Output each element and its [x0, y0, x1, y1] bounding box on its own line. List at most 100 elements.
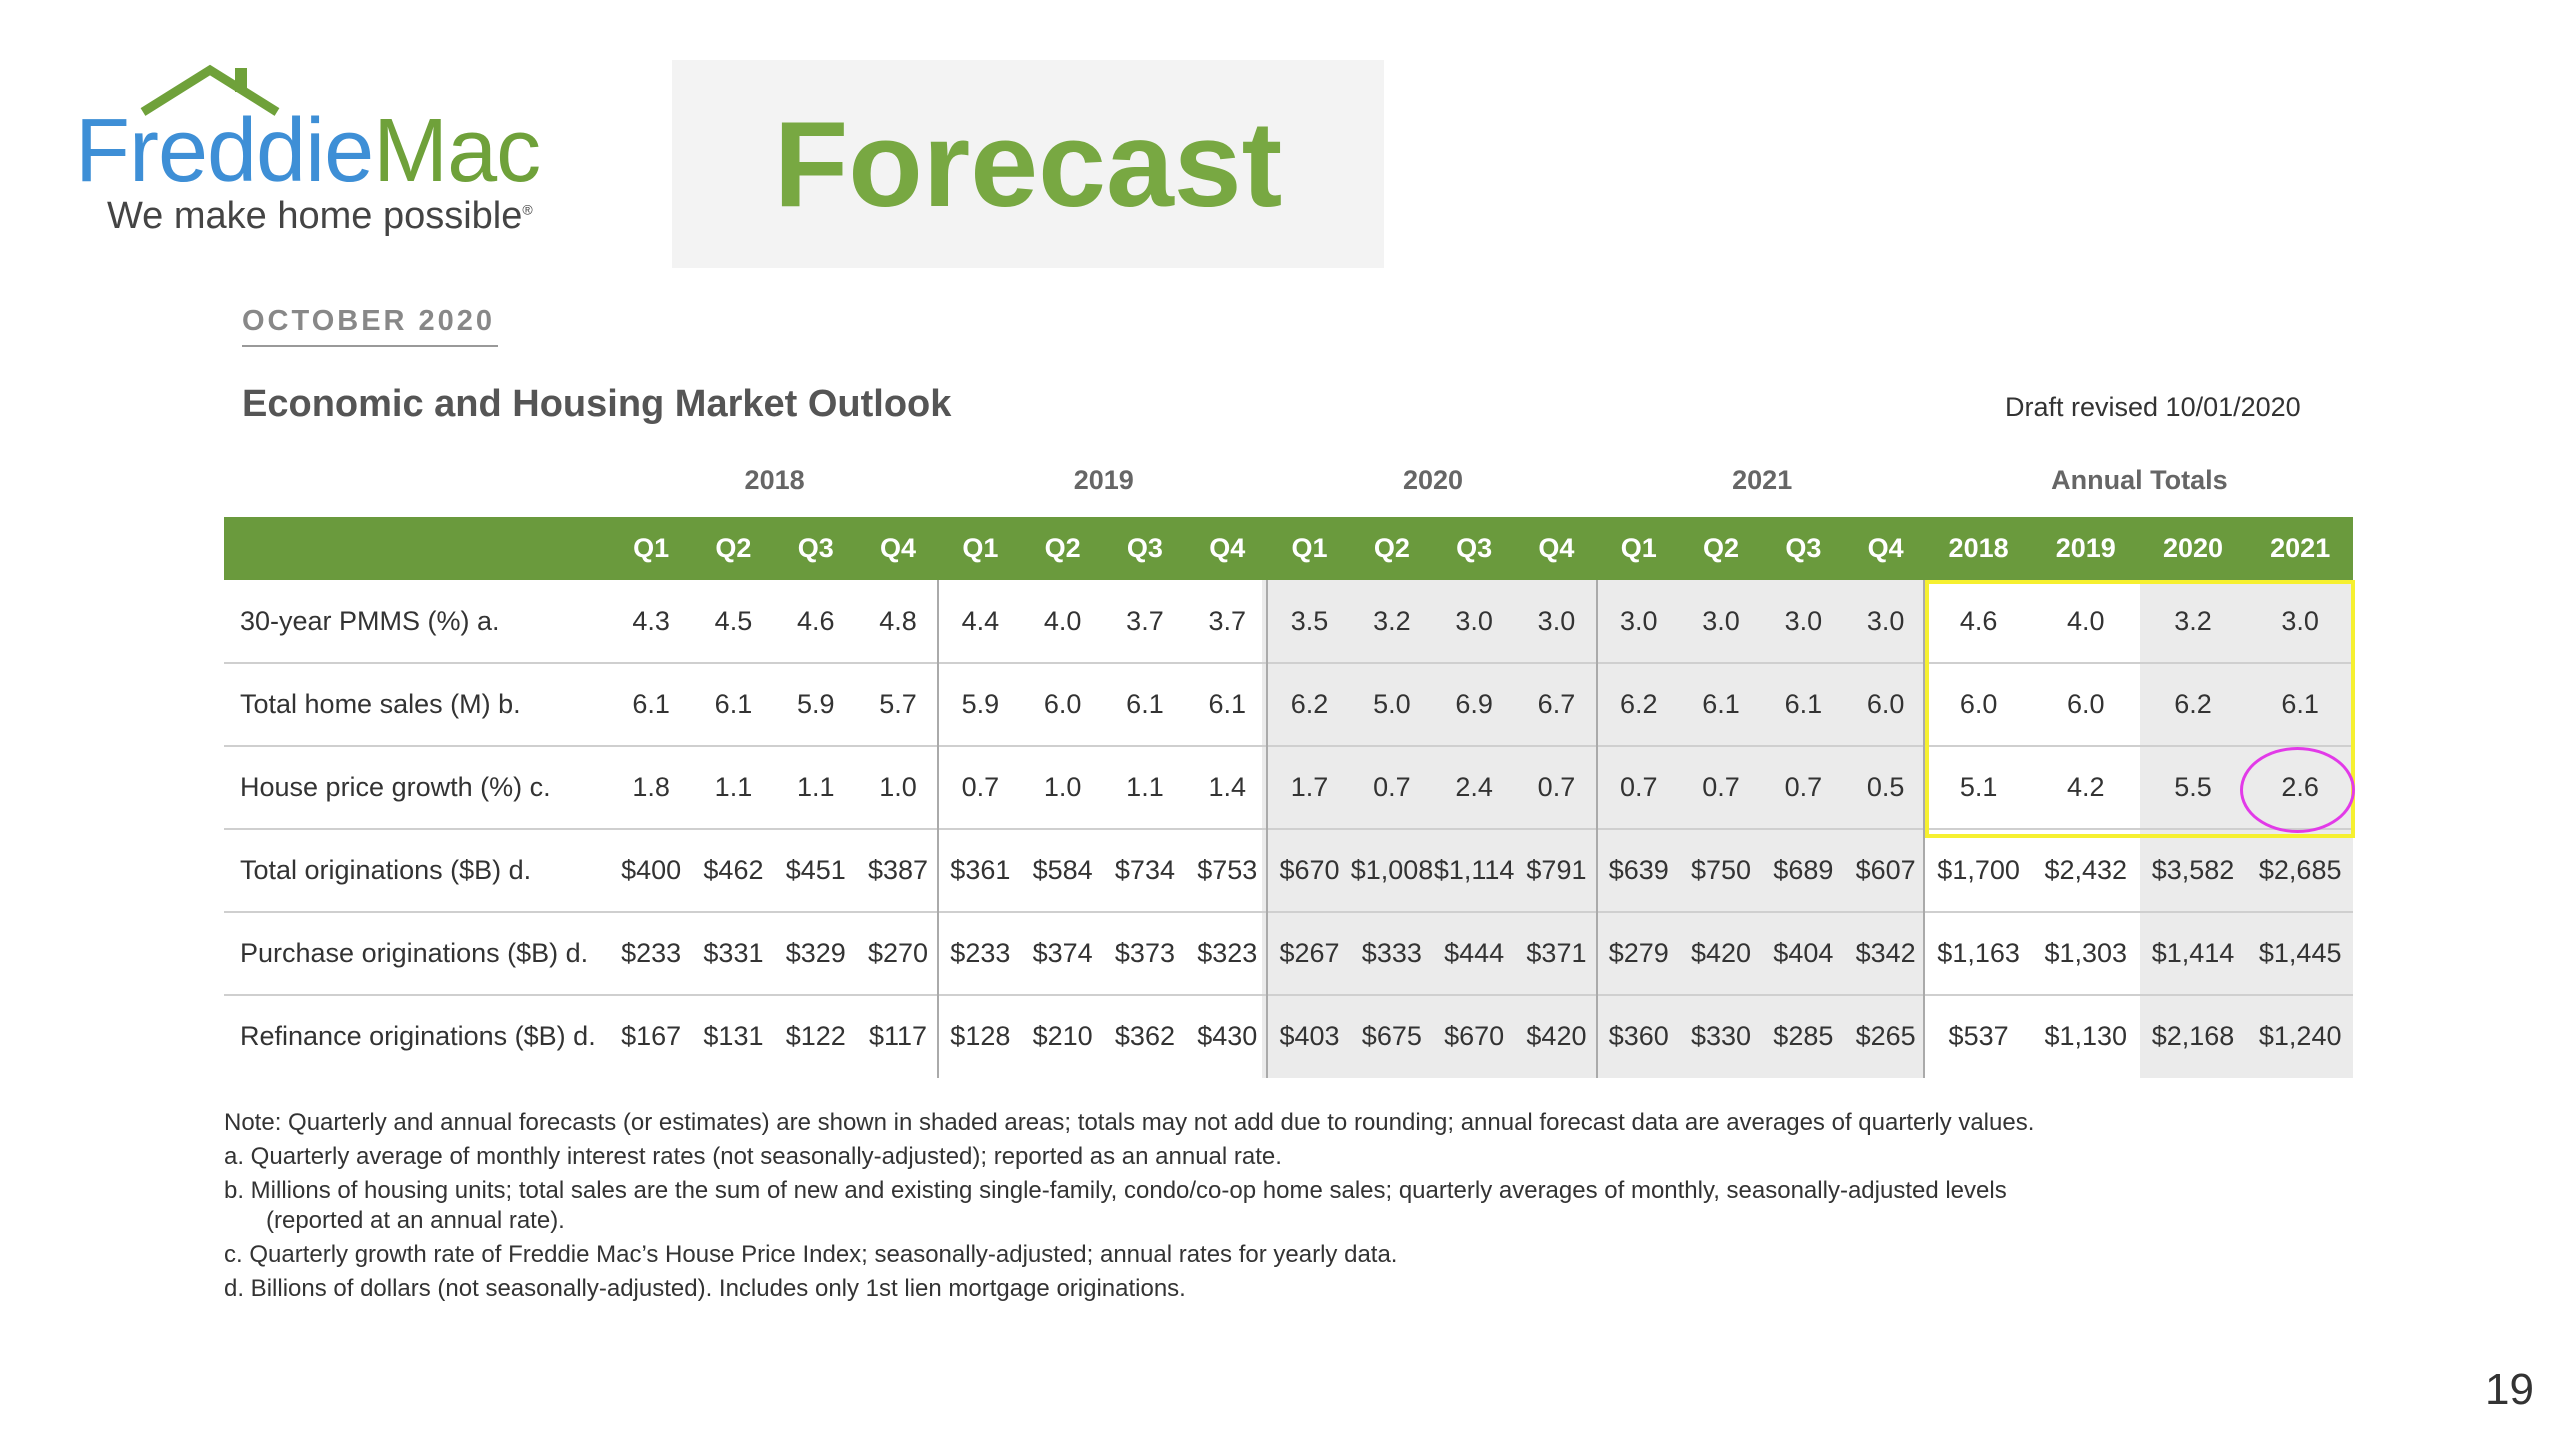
column-header: Q2 — [1703, 533, 1740, 563]
table-cell: 6.2 — [1619, 689, 1658, 719]
table-cell: $329 — [785, 938, 846, 968]
table-cell: 6.2 — [2174, 689, 2212, 719]
table-cell: $1,445 — [2258, 938, 2342, 968]
table-cell: 6.1 — [1784, 689, 1823, 719]
table-cell: 1.4 — [1208, 772, 1247, 802]
table-cell: $537 — [1948, 1021, 2009, 1051]
draft-revised-note: Draft revised 10/01/2020 — [2005, 392, 2301, 422]
table-cell: 3.2 — [1373, 606, 1411, 636]
table-cell: $2,432 — [2044, 855, 2128, 885]
table-cell: 5.0 — [1373, 689, 1411, 719]
table-cell: 4.4 — [961, 606, 1000, 636]
column-header: 2020 — [2162, 533, 2224, 563]
table-cell: $323 — [1197, 938, 1258, 968]
house-roof-icon — [140, 64, 280, 116]
table-cell: $374 — [1032, 938, 1093, 968]
table-cell: $1,008 — [1350, 855, 1434, 885]
table-cell: $267 — [1279, 938, 1340, 968]
column-header: 2019 — [2055, 533, 2116, 563]
table-cell: 3.0 — [1702, 606, 1740, 636]
table-cell: $361 — [950, 855, 1011, 885]
column-header: Q1 — [633, 533, 670, 563]
year-group-label: 2019 — [1073, 465, 1134, 495]
column-header: 2021 — [2270, 533, 2331, 563]
table-cell: $1,700 — [1937, 855, 2020, 885]
year-group-label: 2021 — [1732, 465, 1793, 495]
column-header: Q2 — [715, 533, 752, 563]
row-divider — [224, 911, 2353, 913]
table-cell: 6.1 — [2281, 689, 2319, 719]
table-cell: $1,114 — [1433, 855, 1515, 885]
table-cell: 1.1 — [714, 772, 753, 802]
column-header: Q4 — [1209, 533, 1246, 563]
table-cell: $462 — [703, 855, 764, 885]
table-cell: $403 — [1279, 1021, 1340, 1051]
table-cell: 6.1 — [1126, 689, 1164, 719]
logo-word-freddie: Freddie — [75, 101, 374, 201]
table-cell: $387 — [868, 855, 929, 885]
table-cell: $1,163 — [1937, 938, 2020, 968]
table-cell: 1.0 — [879, 772, 917, 802]
note-c: c. Quarterly growth rate of Freddie Mac’… — [224, 1241, 1398, 1268]
column-header: Q4 — [880, 533, 917, 563]
table-cell: $584 — [1032, 855, 1093, 885]
table-cell: 6.1 — [1702, 689, 1740, 719]
table-cell: 6.1 — [1208, 689, 1247, 719]
table-cell: 4.5 — [714, 606, 753, 636]
freddie-mac-logo: FreddieMac We make home possible® — [75, 62, 595, 252]
annual-totals-highlight — [1925, 580, 2355, 838]
table-cell: $750 — [1691, 855, 1752, 885]
column-header: Q1 — [1291, 533, 1328, 563]
column-divider — [1595, 580, 1598, 1078]
table-cell: $373 — [1114, 938, 1175, 968]
column-header: Q4 — [1867, 533, 1904, 563]
table-cell: $1,240 — [2258, 1021, 2342, 1051]
logo-word-mac: Mac — [373, 101, 541, 201]
row-label: Total home sales (M) b. — [240, 689, 521, 719]
table-cell: $117 — [869, 1021, 928, 1051]
table-cell: 0.7 — [1784, 772, 1823, 802]
column-header: Q3 — [1785, 533, 1822, 563]
table-cell: $331 — [703, 938, 764, 968]
table-cell: $330 — [1691, 1021, 1752, 1051]
table-cell: $2,168 — [2151, 1021, 2235, 1051]
table-cell: $404 — [1773, 938, 1834, 968]
table-cell: 1.7 — [1290, 772, 1329, 802]
note-b: b. Millions of housing units; total sale… — [224, 1177, 2007, 1204]
column-divider — [937, 580, 940, 1078]
table-cell: $285 — [1773, 1021, 1834, 1051]
table-cell: $131 — [703, 1021, 764, 1051]
table-cell: 4.0 — [2067, 606, 2105, 636]
note-d: d. Billions of dollars (not seasonally-a… — [224, 1275, 1186, 1302]
table-cell: $233 — [950, 938, 1011, 968]
table-cell: 0.7 — [1619, 772, 1658, 802]
table-cell: $734 — [1114, 855, 1175, 885]
table-cell: 3.2 — [2174, 606, 2212, 636]
column-header: Q3 — [797, 533, 834, 563]
page-title: Forecast — [773, 96, 1283, 232]
table-cell: 0.7 — [1537, 772, 1576, 802]
column-divider — [1923, 580, 1925, 1078]
column-header: Q1 — [962, 533, 999, 563]
table-cell: 4.2 — [2067, 772, 2105, 802]
table-cell: $1,130 — [2044, 1021, 2128, 1051]
table-cell: 6.0 — [1043, 689, 1082, 719]
table-cell: 4.0 — [1043, 606, 1082, 636]
table-cell: 5.1 — [1959, 772, 1998, 802]
table-cell: 0.5 — [1866, 772, 1905, 802]
table-cell: $420 — [1526, 1021, 1587, 1051]
year-group-label: Annual Totals — [2051, 465, 2228, 495]
table-cell: $279 — [1608, 938, 1669, 968]
table-cell: $670 — [1444, 1021, 1505, 1051]
table-cell: 1.0 — [1043, 772, 1082, 802]
table-cell: 6.0 — [2067, 689, 2105, 719]
table-cell: $167 — [621, 1021, 682, 1051]
report-date: OCTOBER 2020 — [242, 305, 496, 337]
footnotes: Note: Quarterly and annual forecasts (or… — [224, 1108, 2344, 1308]
note-a: a. Quarterly average of monthly interest… — [224, 1143, 1282, 1170]
table-cell: 3.0 — [1537, 606, 1576, 636]
table-cell: $128 — [950, 1021, 1011, 1051]
table-cell: $420 — [1691, 938, 1752, 968]
row-label: House price growth (%) c. — [240, 772, 551, 802]
circled-value-highlight — [2240, 747, 2355, 833]
